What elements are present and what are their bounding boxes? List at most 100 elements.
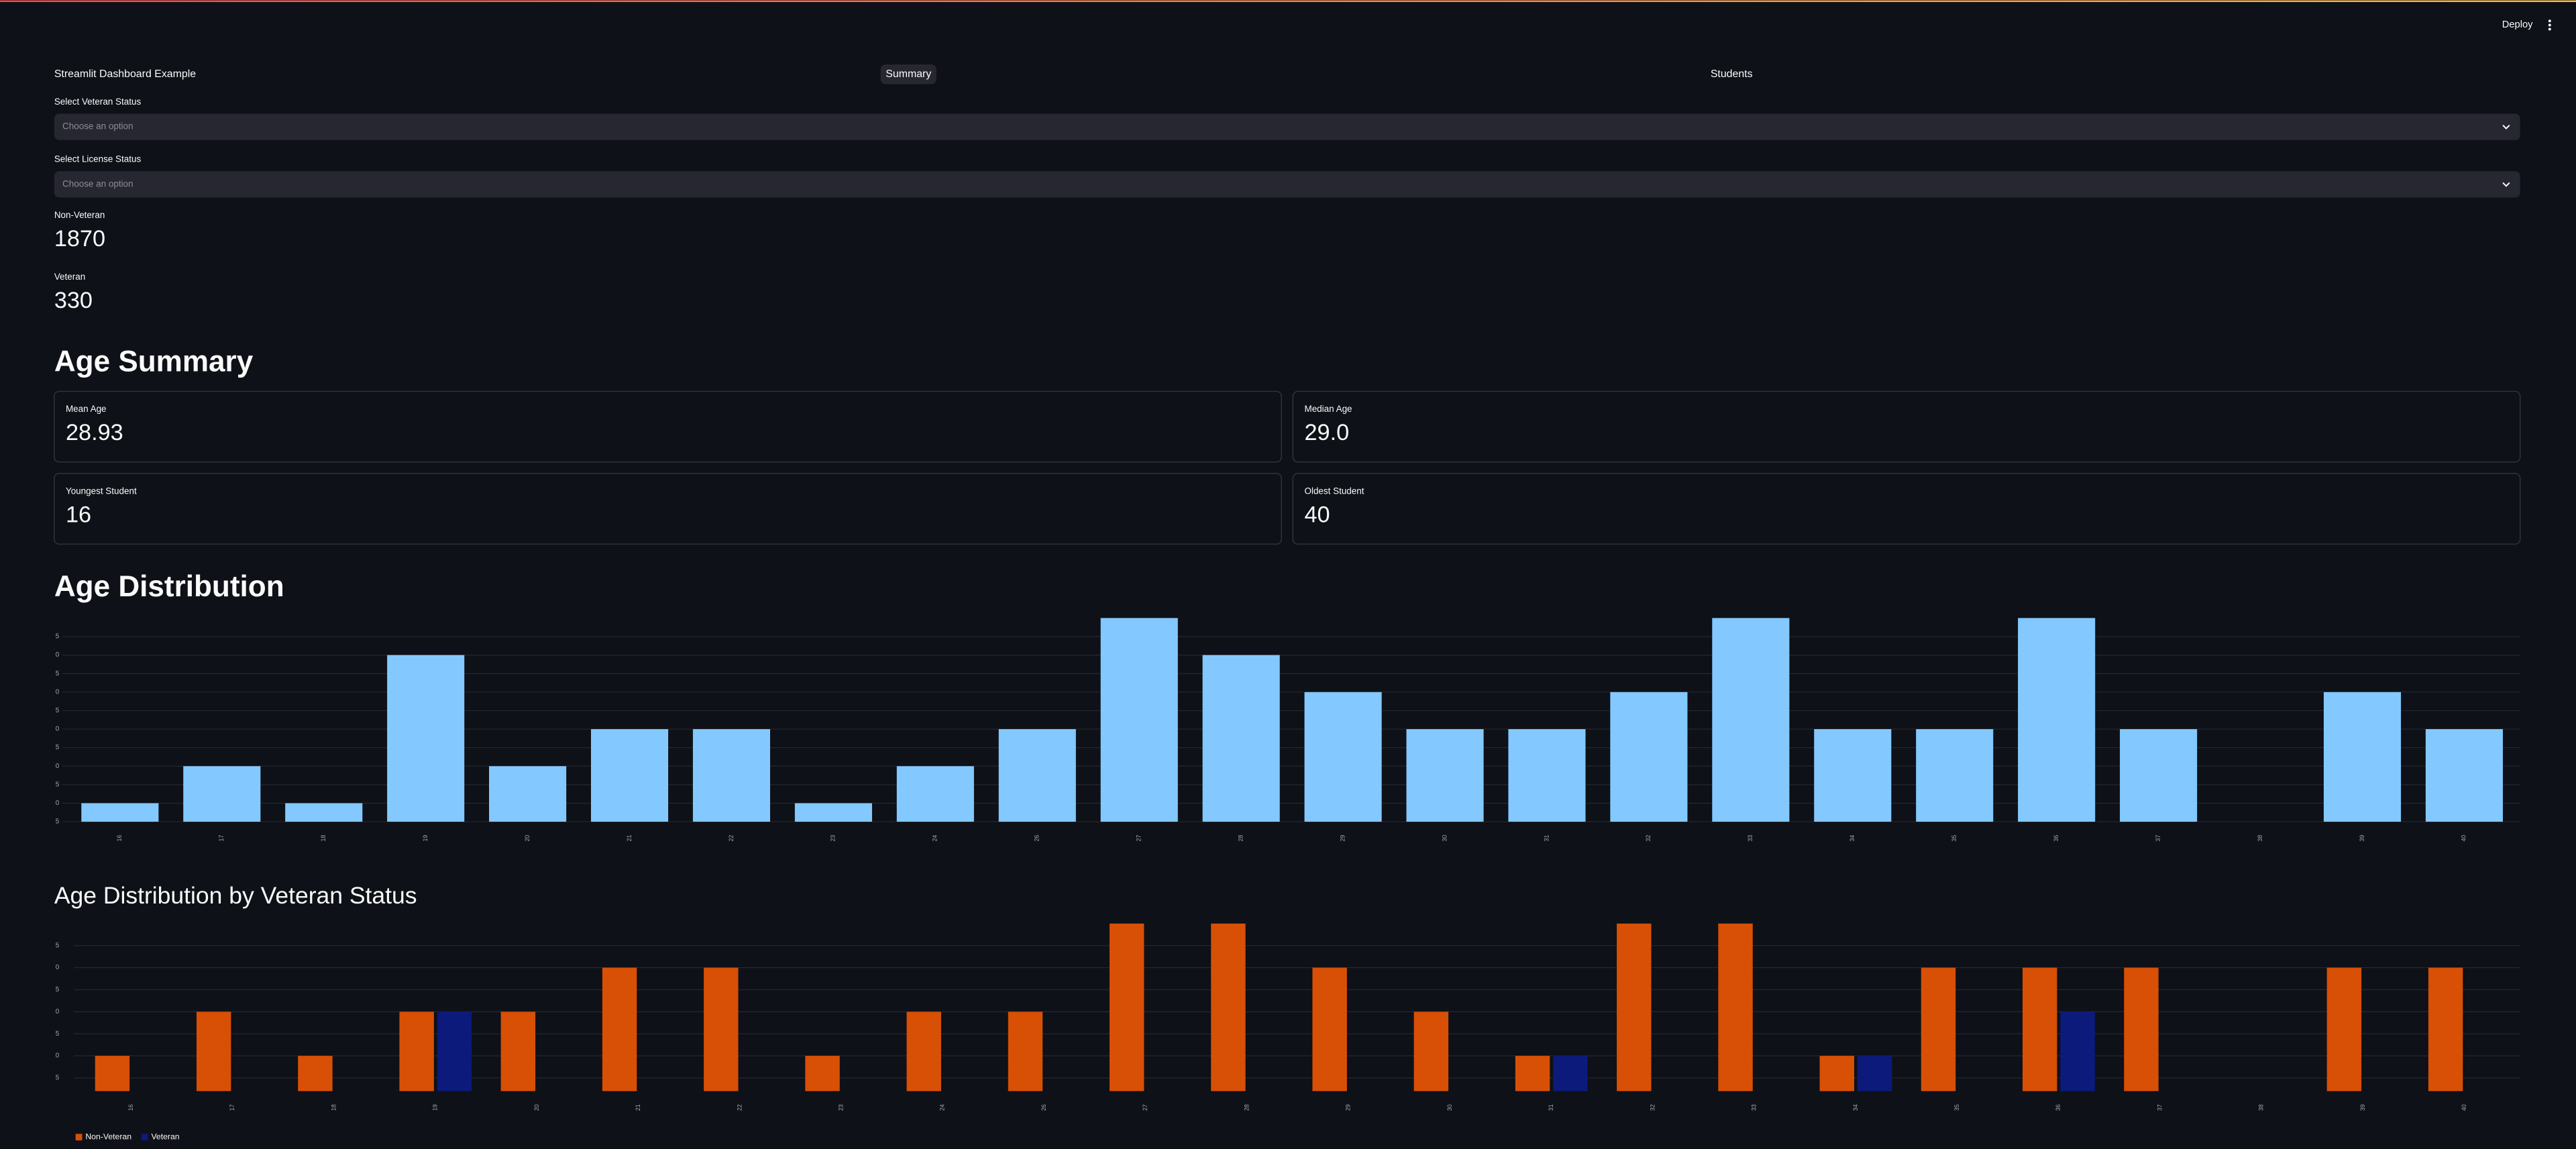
x-tick-label: 37 [2155,835,2161,842]
tab[interactable]: Summary [885,68,931,80]
x-tick-label: 16 [127,1104,134,1111]
x-tick-label: 30 [1446,1104,1453,1111]
metric-value: 330 [54,288,93,313]
x-tick-label: 31 [1548,1104,1554,1111]
bar [1718,923,1753,1091]
x-tick-label: 35 [1951,835,1957,842]
metric-value: 29.0 [1304,420,1349,445]
x-tick-label: 23 [830,835,837,842]
y-tick-label: 5 [56,986,60,993]
y-tick-label: 5 [56,670,60,677]
x-tick-label: 40 [2461,1104,2467,1111]
bar [1312,967,1347,1091]
select-box[interactable] [54,171,2520,198]
chevron [2502,182,2510,187]
chart-title: Age Distribution [54,570,284,603]
y-tick-label: 5 [56,942,60,949]
x-tick-label: 32 [1649,1104,1656,1111]
bar [1202,655,1280,822]
filter-label: Select Veteran Status [54,97,142,107]
bar [2323,692,2402,822]
x-tick-label: 17 [218,835,225,842]
x-tick-label: 34 [1852,1104,1859,1111]
bar [387,655,465,822]
bar [95,1056,130,1091]
x-tick-label: 35 [1953,1104,1960,1111]
bar [896,766,974,822]
metric-label: Median Age [1304,404,1352,414]
x-tick-label: 27 [1136,835,1142,842]
bar [1008,1011,1043,1091]
bar [805,1056,840,1091]
metric-value: 1870 [54,226,105,252]
metric-label: Mean Age [66,404,107,414]
bar [1304,692,1382,822]
bar [1814,729,1892,822]
metric-label: Youngest Student [66,486,137,496]
x-tick-label: 36 [2053,835,2059,842]
bar [692,729,771,822]
deploy-button[interactable]: Deploy [2502,19,2533,30]
metric-label: Oldest Student [1304,486,1364,496]
x-tick-label: 19 [422,835,429,842]
bar [1712,618,1790,822]
select-placeholder: Choose an option [62,178,133,188]
x-tick-label: 30 [1441,835,1448,842]
x-tick-label: 29 [1339,835,1346,842]
legend-label: Veteran [151,1132,179,1142]
bar [602,967,637,1091]
bar [2060,1011,2095,1091]
metric-card [1292,473,2521,545]
metric-card [54,390,1282,463]
x-tick-label: 38 [2257,835,2263,842]
x-tick-label: 23 [838,1104,845,1111]
bar [2428,967,2463,1091]
x-tick-label: 21 [626,835,633,842]
bar [1819,1056,1854,1091]
legend-swatch [75,1134,83,1141]
y-tick-label: 5 [56,744,60,751]
x-tick-label: 39 [2359,835,2365,842]
select-box[interactable] [54,113,2520,140]
y-tick-label: 5 [56,707,60,714]
y-tick-label: 5 [56,1075,60,1082]
bar [1406,729,1484,822]
bar [500,1011,536,1091]
y-tick-label: 0 [56,1052,60,1060]
metric-card [1292,390,2521,463]
legend-label: Non-Veteran [85,1132,131,1142]
x-tick-label: 22 [728,835,735,842]
bar [183,766,261,822]
bar [1916,729,1994,822]
menu-icon[interactable] [2548,19,2551,31]
bar [2326,967,2362,1091]
x-tick-label: 21 [635,1104,641,1111]
bar [906,1011,941,1091]
tab[interactable]: Students [1711,68,1753,80]
x-tick-label: 24 [932,835,938,842]
top-decoration [0,0,2576,3]
tab-active-bg [880,64,936,85]
bar [81,803,159,822]
bar [590,729,669,822]
bar [285,803,363,822]
bar [1515,1056,1550,1091]
x-tick-label: 32 [1645,835,1652,842]
x-tick-label: 33 [1751,1104,1758,1111]
y-tick-label: 5 [56,818,60,826]
y-tick-label: 0 [56,726,60,733]
chevron [2502,125,2510,129]
bar [998,729,1076,822]
bar [1211,923,1246,1091]
x-tick-label: 16 [116,835,123,842]
section-title: Age Summary [54,345,254,378]
x-tick-label: 27 [1142,1104,1148,1111]
metric-label: Veteran [54,272,85,282]
bar [704,967,739,1091]
x-tick-label: 28 [1243,1104,1250,1111]
bar [1553,1056,1588,1091]
x-tick-label: 17 [229,1104,235,1111]
bar [2018,618,2096,822]
x-tick-label: 33 [1747,835,1754,842]
